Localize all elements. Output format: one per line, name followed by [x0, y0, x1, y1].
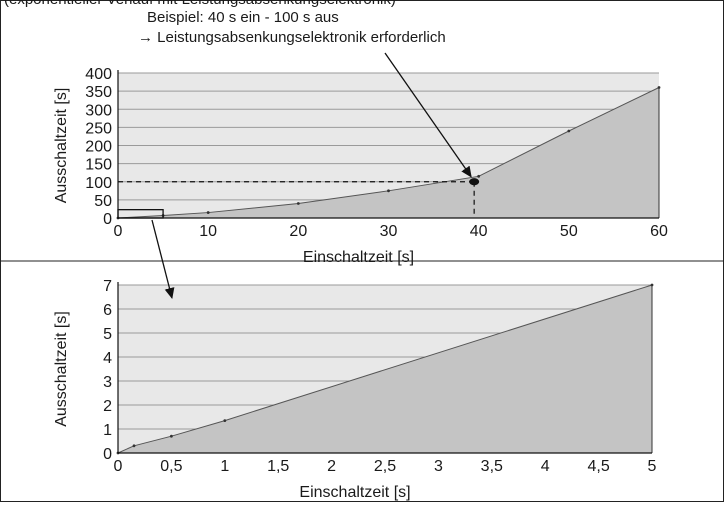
bottom-y-axis-label: Ausschaltzeit [s] — [53, 311, 70, 427]
bottom-plot-area — [116, 282, 654, 455]
bot-x-tick-label: 3 — [434, 458, 443, 475]
bot-y-tick-label: 4 — [103, 350, 112, 367]
bot-x-tick-label: 2 — [327, 458, 336, 475]
bot-y-tick-label: 0 — [103, 446, 112, 463]
top-y-tick-label: 200 — [85, 139, 112, 156]
bot-x-tick-label: 5 — [648, 458, 657, 475]
highlight-point — [469, 178, 480, 186]
bot-x-tick-label: 3,5 — [481, 458, 503, 475]
top-data-point — [567, 129, 571, 133]
chart-bottom: 0 1 2 3 4 5 6 7 0 0,5 1 1,5 2 2,5 3 3,5 4 4,5 5 Einschalt… — [53, 278, 657, 501]
top-data-point — [296, 202, 300, 205]
top-y-tick-label: 400 — [85, 66, 112, 83]
bot-y-tick-label: 7 — [103, 278, 112, 295]
top-x-tick-label: 30 — [380, 223, 398, 240]
top-x-axis-label: Einschaltzeit [s] — [303, 249, 414, 266]
bottom-x-axis-label: Einschaltzeit [s] — [299, 484, 410, 501]
bot-data-point — [132, 444, 136, 448]
top-data-point — [387, 189, 390, 193]
bot-x-tick-label: 1 — [220, 458, 229, 475]
top-area-fill — [118, 87, 659, 218]
top-plot-area — [116, 70, 661, 220]
bot-y-tick-label: 1 — [103, 422, 112, 439]
annotation-line1: Beispiel: 40 s ein - 100 s aus — [147, 9, 339, 26]
annotation-overlay — [117, 52, 480, 299]
bot-y-tick-label: 2 — [103, 398, 112, 415]
bot-area-fill — [118, 285, 652, 453]
bot-x-tick-label: 4 — [541, 458, 550, 475]
bot-y-tick-label: 3 — [103, 374, 112, 391]
top-data-point — [477, 174, 481, 178]
bot-data-point — [223, 419, 227, 422]
header-fragment: (exponentieller Verlauf mit Leistungsabs… — [4, 0, 396, 8]
bottom-y-tick-labels: 0 1 2 3 4 5 6 7 — [103, 278, 112, 463]
top-x-tick-label: 0 — [114, 223, 123, 240]
bot-x-tick-label: 0 — [114, 458, 123, 475]
top-x-tick-label: 40 — [470, 223, 488, 240]
top-y-tick-label: 300 — [85, 102, 112, 119]
top-y-tick-label: 50 — [94, 193, 112, 210]
bottom-x-tick-labels: 0 0,5 1 1,5 2 2,5 3 3,5 4 4,5 5 — [114, 458, 657, 475]
bot-y-tick-label: 6 — [103, 302, 112, 319]
bot-y-tick-label: 5 — [103, 326, 112, 343]
bot-x-tick-label: 0,5 — [160, 458, 182, 475]
annotation-line2: → Leistungsabsenkungselektronik erforder… — [138, 29, 446, 46]
bot-x-tick-label: 4,5 — [587, 458, 609, 475]
zoom-box — [117, 209, 164, 219]
bot-x-tick-label: 1,5 — [267, 458, 289, 475]
top-y-tick-label: 350 — [85, 84, 112, 101]
annotation-arrow — [384, 52, 472, 178]
top-y-axis-label: Ausschaltzeit [s] — [53, 88, 70, 204]
bot-x-tick-label: 2,5 — [374, 458, 396, 475]
top-data-point — [206, 211, 210, 214]
top-y-tick-label: 250 — [85, 120, 112, 137]
top-x-tick-label: 60 — [650, 223, 668, 240]
top-x-tick-label: 50 — [560, 223, 578, 240]
top-y-tick-label: 100 — [85, 175, 112, 192]
top-x-tick-label: 10 — [199, 223, 217, 240]
top-y-tick-label: 0 — [103, 211, 112, 228]
top-series-line — [117, 87, 660, 219]
top-x-tick-label: 20 — [289, 223, 307, 240]
top-x-tick-labels: 0 10 20 30 40 50 60 — [114, 223, 668, 240]
zoom-arrow — [151, 219, 175, 299]
bot-data-point — [170, 434, 173, 438]
top-y-tick-label: 150 — [85, 157, 112, 174]
